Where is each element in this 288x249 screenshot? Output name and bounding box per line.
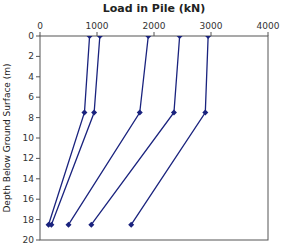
series-line xyxy=(49,36,90,225)
y-tick-label: 14 xyxy=(23,174,35,184)
data-point xyxy=(88,222,94,228)
data-point xyxy=(177,36,183,39)
x-tick xyxy=(154,32,155,36)
y-tick xyxy=(36,117,40,118)
x-tick xyxy=(268,32,269,36)
chart: Load in Pile (kN) 0 1000 2000 3000 4000 0 2 4 6 8 1… xyxy=(0,0,288,249)
series-line xyxy=(91,36,179,225)
data-point xyxy=(205,36,211,39)
y-axis-label: Depth Below Ground Surface (m) xyxy=(2,63,12,212)
series-line xyxy=(69,36,149,225)
y-tick-label: 2 xyxy=(28,51,34,61)
data-point xyxy=(128,222,134,228)
y-tick-label: 10 xyxy=(23,133,35,143)
x-tick xyxy=(40,32,41,36)
data-point xyxy=(97,36,103,39)
y-tick xyxy=(36,240,40,241)
y-tick-label: 8 xyxy=(28,113,34,123)
y-tick xyxy=(36,178,40,179)
y-tick xyxy=(36,76,40,77)
series-line xyxy=(131,36,208,225)
x-tick-label: 4000 xyxy=(257,21,280,31)
y-tick xyxy=(36,56,40,57)
data-point xyxy=(87,36,93,39)
plot-area xyxy=(46,36,212,228)
y-tick-label: 20 xyxy=(23,235,35,245)
data-point xyxy=(81,110,87,116)
x-tick-label: 0 xyxy=(37,21,43,31)
x-tick-label: 2000 xyxy=(143,21,166,31)
data-point xyxy=(91,110,97,116)
y-tick-label: 6 xyxy=(28,92,34,102)
data-point xyxy=(137,110,143,116)
x-tick-label: 1000 xyxy=(86,21,109,31)
y-tick-label: 4 xyxy=(28,72,34,82)
y-tick xyxy=(36,158,40,159)
y-tick xyxy=(36,199,40,200)
y-tick xyxy=(36,138,40,139)
data-point xyxy=(48,222,54,228)
plot-frame xyxy=(40,36,268,240)
data-point xyxy=(171,110,177,116)
series-line xyxy=(51,36,99,225)
x-tick xyxy=(97,32,98,36)
title: Load in Pile (kN) xyxy=(103,2,206,15)
y-tick-label: 12 xyxy=(23,153,34,163)
y-tick xyxy=(36,36,40,37)
data-point xyxy=(66,222,72,228)
y-tick-label: 0 xyxy=(28,31,34,41)
data-point xyxy=(202,110,208,116)
x-tick-label: 3000 xyxy=(200,21,223,31)
y-tick xyxy=(36,97,40,98)
x-tick xyxy=(211,32,212,36)
y-tick-label: 18 xyxy=(23,215,35,225)
y-tick-label: 16 xyxy=(23,194,35,204)
y-tick xyxy=(36,219,40,220)
data-point xyxy=(145,36,151,39)
